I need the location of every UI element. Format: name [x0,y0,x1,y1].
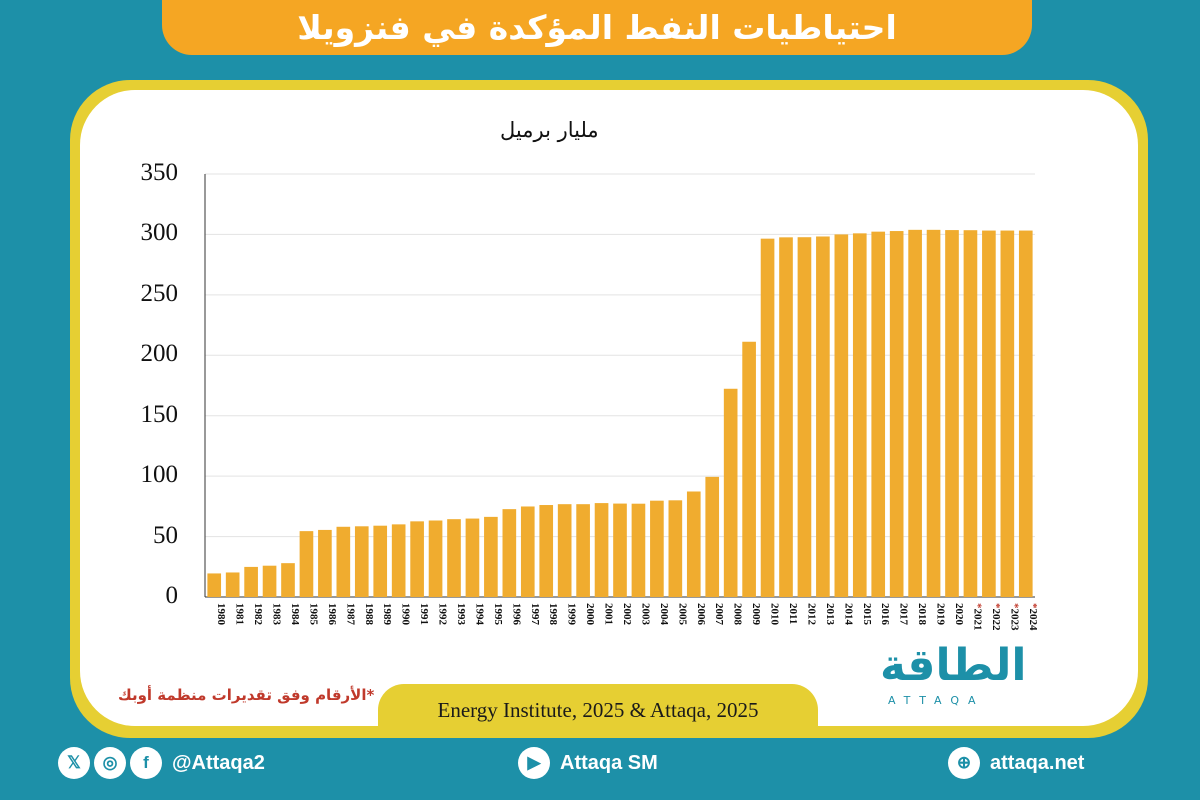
social-links: 𝕏 ◎ f @Attaqa2 [58,747,265,779]
title-banner: احتياطيات النفط المؤكدة في فنزويلا [162,0,1032,55]
y-tick-label: 100 [140,461,179,489]
x-icon[interactable]: 𝕏 [58,747,90,779]
instagram-icon[interactable]: ◎ [94,747,126,779]
youtube-label[interactable]: Attaqa SM [560,751,658,774]
source-text: Energy Institute, 2025 & Attaqa, 2025 [437,697,759,722]
y-tick-label: 50 [153,521,178,549]
y-tick-label: 0 [165,582,179,609]
logo-english: ATTAQA [888,694,985,707]
page-title: احتياطيات النفط المؤكدة في فنزويلا [297,8,897,47]
logo-arabic: الطاقة [880,640,1027,691]
y-tick-label: 350 [140,159,179,186]
globe-icon[interactable]: ⊕ [948,747,980,779]
y-tick-label: 150 [140,400,179,428]
facebook-icon[interactable]: f [130,747,162,779]
footnote: *الأرقام وفق تقديرات منظمة أوبك [118,686,375,704]
youtube-link: ▶ Attaqa SM [518,747,658,779]
website-label[interactable]: attaqa.net [990,751,1085,774]
y-tick-label: 250 [140,279,179,307]
attaqa-logo: الطاقة ATTAQA [880,640,1060,720]
chart-card [80,90,1138,726]
y-tick-label: 300 [140,219,179,247]
source-label: Energy Institute, 2025 & Attaqa, 2025 [378,684,818,736]
y-tick-label: 200 [140,340,179,368]
website-link: ⊕ attaqa.net [948,747,1084,779]
social-handle[interactable]: @Attaqa2 [172,751,265,774]
y-unit-label: مليار برميل [500,118,599,142]
youtube-icon[interactable]: ▶ [518,747,550,779]
